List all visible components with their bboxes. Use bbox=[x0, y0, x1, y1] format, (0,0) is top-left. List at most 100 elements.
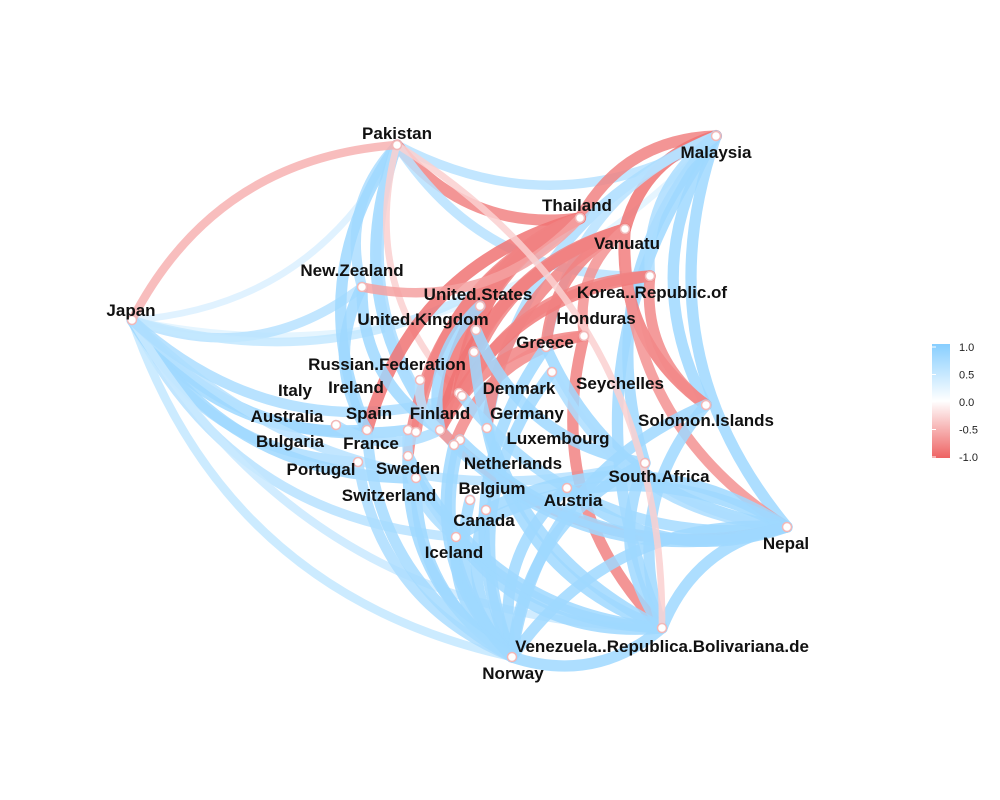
node-SolomonIslands bbox=[700, 399, 712, 411]
node-Vanuatu bbox=[619, 223, 631, 235]
node-Switzerland bbox=[410, 472, 422, 484]
edge-Austria-Norway bbox=[502, 482, 573, 663]
node-label-Russia: Russian.Federation bbox=[308, 355, 466, 374]
edge-Netherlands-Nepal bbox=[448, 439, 793, 548]
node-Canada bbox=[480, 504, 492, 516]
node-Thailand bbox=[574, 212, 586, 224]
edge-Venezuela-Pakistan bbox=[393, 141, 666, 632]
node-label-SolomonIslands: Solomon.Islands bbox=[638, 411, 774, 430]
node-Russia bbox=[468, 346, 480, 358]
node-label-Norway: Norway bbox=[482, 664, 544, 683]
node-NewZealand bbox=[356, 281, 368, 293]
color-legend: 1.0 0.5 0.0 -0.5 -1.0 bbox=[932, 342, 978, 464]
node-label-Iceland: Iceland bbox=[425, 543, 484, 562]
node-label-Bulgaria: Bulgaria bbox=[256, 432, 325, 451]
node-label-Spain: Spain bbox=[346, 404, 392, 423]
edge-Australia-Finland bbox=[330, 419, 446, 448]
edge-Sweden-Venezuela bbox=[402, 450, 668, 634]
legend-ticks: 1.0 0.5 0.0 -0.5 -1.0 bbox=[932, 342, 978, 464]
edge-NewZealand-Spain bbox=[338, 281, 373, 436]
edge-Pakistan-Japan bbox=[127, 140, 402, 325]
node-Belgium bbox=[464, 494, 476, 506]
node-label-Portugal: Portugal bbox=[287, 460, 356, 479]
node-Honduras bbox=[578, 330, 590, 342]
node-Finland bbox=[434, 424, 446, 436]
node-UnitedStates bbox=[474, 300, 486, 312]
node-label-Canada: Canada bbox=[453, 511, 515, 530]
node-Korea bbox=[644, 270, 656, 282]
edge-SolomonIslands-Norway bbox=[506, 399, 712, 663]
edge-layer bbox=[126, 129, 793, 672]
edge-Malaysia-Korea bbox=[644, 130, 722, 282]
node-label-Belgium: Belgium bbox=[458, 479, 525, 498]
node-layer bbox=[126, 130, 793, 663]
node-label-Finland: Finland bbox=[410, 404, 470, 423]
node-Malaysia bbox=[710, 130, 722, 142]
node-Denmark bbox=[456, 390, 468, 402]
node-label-Austria: Austria bbox=[544, 491, 603, 510]
node-label-Australia: Australia bbox=[251, 407, 324, 426]
edge-Spain-Norway bbox=[361, 424, 518, 663]
node-label-Italy: Italy bbox=[278, 381, 313, 400]
node-label-Switzerland: Switzerland bbox=[342, 486, 436, 505]
node-label-Nepal: Nepal bbox=[763, 534, 809, 553]
node-Sweden bbox=[402, 450, 414, 462]
node-label-SouthAfrica: South.Africa bbox=[608, 467, 710, 486]
node-SouthAfrica bbox=[639, 457, 651, 469]
node-label-France: France bbox=[343, 434, 399, 453]
edge-Netherlands-Norway bbox=[440, 439, 518, 663]
legend-tick-label: 1.0 bbox=[959, 342, 974, 354]
node-label-Venezuela: Venezuela..Republica.Bolivariana.de bbox=[515, 637, 809, 656]
edge-UnitedStates-Finland bbox=[431, 300, 486, 436]
node-label-Malaysia: Malaysia bbox=[681, 143, 752, 162]
node-label-UnitedKingdom: United.Kingdom bbox=[357, 310, 488, 329]
node-Seychelles bbox=[546, 366, 558, 378]
node-Nepal bbox=[781, 521, 793, 533]
node-Germany bbox=[481, 422, 493, 434]
node-label-Thailand: Thailand bbox=[542, 196, 612, 215]
edge-Korea-SolomonIslands bbox=[643, 270, 712, 411]
edge-Norway-Venezuela bbox=[506, 622, 668, 672]
edge-NewZealand-Thailand bbox=[357, 213, 585, 298]
node-label-Seychelles: Seychelles bbox=[576, 374, 664, 393]
node-Netherlands bbox=[448, 439, 460, 451]
node-UnitedKingdom bbox=[470, 324, 482, 336]
node-label-Netherlands: Netherlands bbox=[464, 454, 562, 473]
node-label-Korea: Korea..Republic.of bbox=[577, 283, 728, 302]
node-Pakistan bbox=[391, 139, 403, 151]
label-layer: Pakistan Malaysia Thailand Vanuatu New.Zeala… bbox=[106, 124, 809, 683]
node-France bbox=[410, 426, 422, 438]
node-Norway bbox=[506, 651, 518, 663]
node-label-Japan: Japan bbox=[106, 301, 155, 320]
node-label-NewZealand: New.Zealand bbox=[300, 261, 403, 280]
edge-SouthAfrica-Venezuela bbox=[624, 457, 668, 634]
node-label-Honduras: Honduras bbox=[556, 309, 635, 328]
node-label-Denmark: Denmark bbox=[483, 379, 556, 398]
node-label-UnitedStates: United.States bbox=[424, 285, 533, 304]
node-Italy bbox=[414, 374, 426, 386]
node-Austria bbox=[561, 482, 573, 494]
legend-tick-label: 0.5 bbox=[959, 370, 974, 382]
legend-tick-label: -0.5 bbox=[959, 425, 978, 437]
edge-Japan-Norway bbox=[127, 315, 517, 662]
legend-tick-label: 0.0 bbox=[959, 397, 974, 409]
node-Japan bbox=[126, 314, 138, 326]
node-label-Vanuatu: Vanuatu bbox=[594, 234, 660, 253]
node-label-Ireland: Ireland bbox=[328, 378, 384, 397]
node-Iceland bbox=[450, 531, 462, 543]
node-label-Greece: Greece bbox=[516, 333, 574, 352]
node-label-Sweden: Sweden bbox=[376, 459, 440, 478]
node-label-Germany: Germany bbox=[490, 404, 564, 423]
node-Spain bbox=[361, 424, 373, 436]
node-Greece bbox=[540, 341, 552, 353]
edge-Malaysia-Nepal bbox=[685, 130, 793, 533]
node-label-Luxembourg: Luxembourg bbox=[507, 429, 610, 448]
legend-colorbar bbox=[932, 344, 950, 458]
node-Australia bbox=[330, 419, 342, 431]
node-Venezuela bbox=[656, 622, 668, 634]
node-Portugal bbox=[352, 456, 364, 468]
legend-tick-label: -1.0 bbox=[959, 452, 978, 464]
edge-NewZealand-Finland bbox=[356, 281, 446, 436]
